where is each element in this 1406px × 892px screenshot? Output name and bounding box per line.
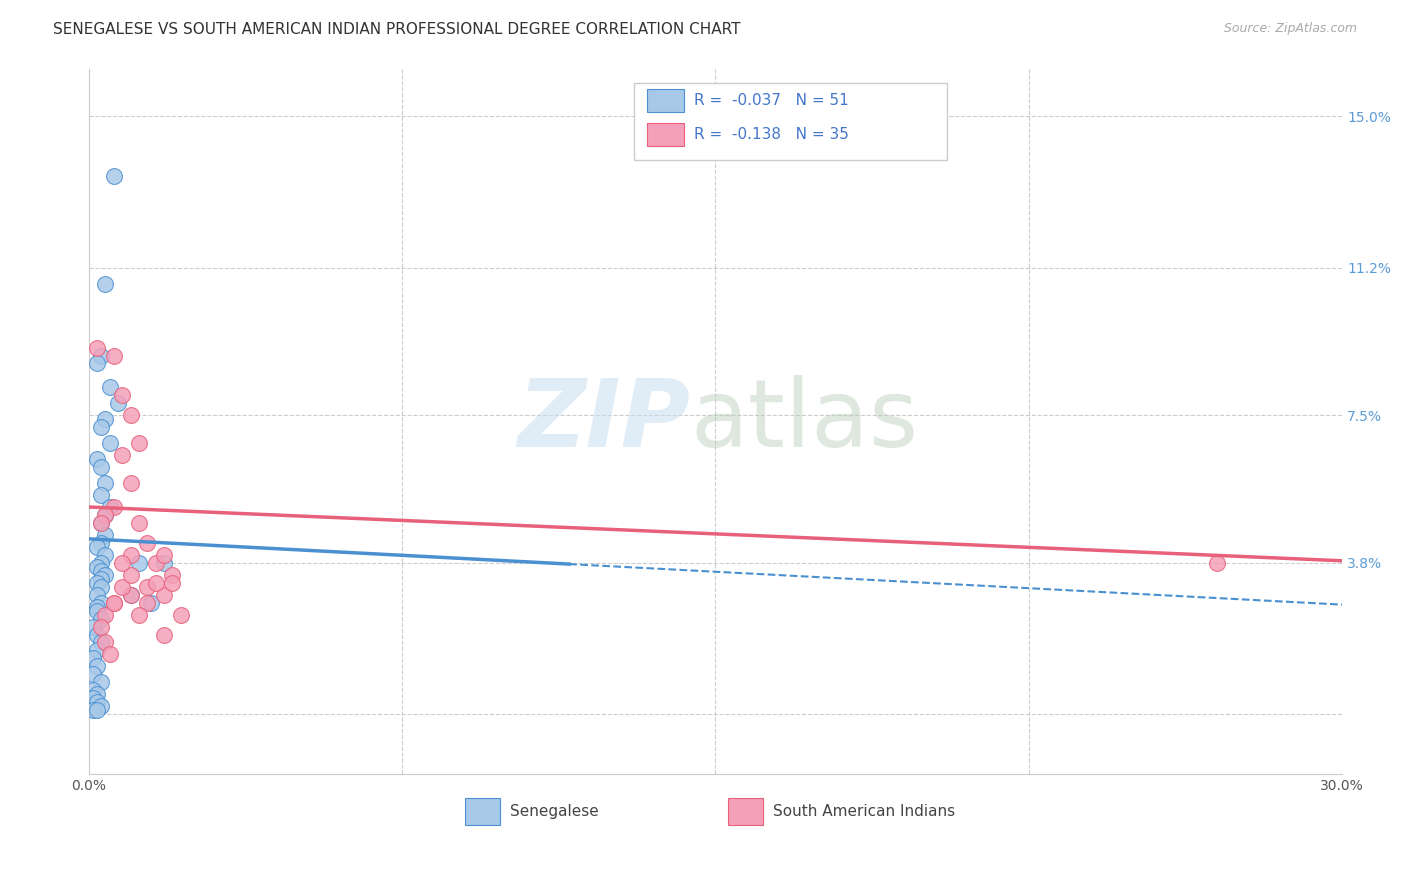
Point	[98, 648, 121, 662]
Point	[86, 588, 108, 602]
Point	[90, 556, 112, 570]
Point	[82, 667, 104, 681]
Point	[111, 388, 134, 402]
Point	[103, 500, 125, 514]
Point	[82, 619, 104, 633]
Point	[1205, 556, 1227, 570]
Point	[103, 596, 125, 610]
Point	[107, 396, 129, 410]
FancyBboxPatch shape	[634, 83, 948, 161]
Point	[86, 540, 108, 554]
Text: Source: ZipAtlas.com: Source: ZipAtlas.com	[1223, 22, 1357, 36]
Point	[86, 452, 108, 467]
Point	[120, 567, 142, 582]
Point	[82, 691, 104, 706]
Text: atlas: atlas	[690, 376, 918, 467]
Point	[86, 559, 108, 574]
Point	[90, 420, 112, 434]
Point	[86, 695, 108, 709]
Point	[90, 619, 112, 633]
Point	[94, 508, 117, 522]
Point	[153, 627, 176, 641]
Point	[94, 635, 117, 649]
Point	[128, 516, 150, 530]
Text: R =  -0.037   N = 51: R = -0.037 N = 51	[695, 93, 849, 108]
Point	[86, 599, 108, 614]
Point	[90, 460, 112, 475]
Point	[90, 564, 112, 578]
Point	[86, 604, 108, 618]
Point	[103, 596, 125, 610]
Point	[90, 516, 112, 530]
Point	[94, 567, 117, 582]
Point	[94, 412, 117, 426]
Point	[141, 596, 163, 610]
FancyBboxPatch shape	[647, 89, 685, 112]
Point	[86, 341, 108, 355]
Point	[90, 596, 112, 610]
Point	[94, 277, 117, 291]
Point	[86, 356, 108, 370]
Point	[120, 476, 142, 491]
Text: Senegalese: Senegalese	[510, 804, 599, 819]
Point	[94, 528, 117, 542]
Point	[86, 703, 108, 717]
Point	[90, 580, 112, 594]
Point	[98, 436, 121, 450]
Point	[90, 611, 112, 625]
Point	[86, 627, 108, 641]
Point	[94, 508, 117, 522]
Point	[120, 548, 142, 562]
Point	[128, 556, 150, 570]
Point	[90, 349, 112, 363]
Point	[90, 675, 112, 690]
Point	[136, 536, 159, 550]
Point	[120, 409, 142, 423]
FancyBboxPatch shape	[465, 798, 501, 825]
Point	[94, 607, 117, 622]
Point	[86, 659, 108, 673]
Point	[169, 607, 191, 622]
Point	[162, 575, 184, 590]
Point	[162, 567, 184, 582]
Point	[98, 380, 121, 394]
Point	[103, 349, 125, 363]
Text: R =  -0.138   N = 35: R = -0.138 N = 35	[695, 128, 849, 142]
Point	[94, 548, 117, 562]
Point	[153, 556, 176, 570]
Point	[128, 436, 150, 450]
Point	[90, 572, 112, 586]
Point	[128, 607, 150, 622]
Point	[120, 588, 142, 602]
Point	[90, 635, 112, 649]
Text: SENEGALESE VS SOUTH AMERICAN INDIAN PROFESSIONAL DEGREE CORRELATION CHART: SENEGALESE VS SOUTH AMERICAN INDIAN PROF…	[53, 22, 741, 37]
Point	[111, 448, 134, 462]
Point	[111, 556, 134, 570]
Point	[82, 703, 104, 717]
Point	[90, 516, 112, 530]
Point	[120, 588, 142, 602]
Point	[94, 476, 117, 491]
Point	[82, 651, 104, 665]
Point	[86, 643, 108, 657]
Point	[111, 580, 134, 594]
Point	[145, 575, 167, 590]
Point	[86, 687, 108, 701]
FancyBboxPatch shape	[647, 123, 685, 146]
Point	[90, 536, 112, 550]
Point	[98, 500, 121, 514]
FancyBboxPatch shape	[728, 798, 763, 825]
Point	[136, 596, 159, 610]
Point	[153, 548, 176, 562]
Text: South American Indians: South American Indians	[773, 804, 955, 819]
Point	[90, 488, 112, 502]
Point	[136, 580, 159, 594]
Text: ZIP: ZIP	[517, 376, 690, 467]
Point	[153, 588, 176, 602]
Point	[86, 575, 108, 590]
Point	[82, 683, 104, 698]
Point	[90, 699, 112, 714]
Point	[145, 556, 167, 570]
Point	[103, 169, 125, 183]
